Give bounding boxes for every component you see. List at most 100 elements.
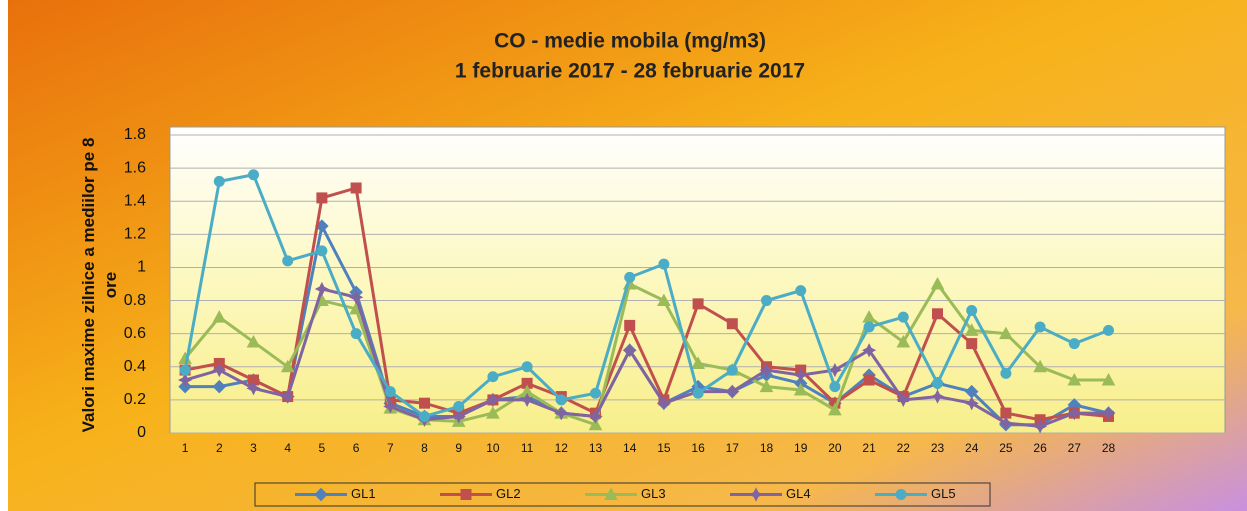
marker [622,343,637,358]
marker [212,310,227,323]
chart-subtitle: 1 februarie 2017 - 28 februarie 2017 [455,60,805,83]
x-tick-label: 27 [1068,441,1082,455]
marker [314,281,330,297]
marker [521,361,533,373]
marker [861,343,877,358]
x-tick-label: 7 [387,441,394,455]
x-tick-label: 22 [897,441,911,455]
legend-label: GL3 [641,486,666,501]
marker [604,487,618,500]
marker [419,410,430,422]
y-tick-label: 1.6 [124,159,146,176]
x-tick-label: 26 [1033,441,1047,455]
x-tick-label: 2 [216,441,223,455]
marker [1032,419,1048,434]
marker [460,489,472,500]
marker [212,362,227,378]
x-tick-label: 19 [794,441,808,455]
marker [350,182,362,194]
chart-title: CO - medie mobila (mg/m3) [494,30,766,53]
series-line [183,173,1110,419]
marker [795,285,807,297]
x-tick-label: 12 [555,441,569,455]
y-axis-label-line: Valori maxime zilnice a mediilor pe 8 [79,138,98,433]
marker [793,367,808,383]
marker [692,298,704,310]
legend-label: GL2 [496,486,521,501]
y-tick-label: 1.8 [124,126,146,143]
y-tick-label: 0.4 [124,358,146,375]
marker [725,384,740,399]
marker [1067,372,1082,386]
x-tick-label: 16 [691,441,705,455]
x-tick-label: 4 [284,441,291,455]
marker [487,371,499,383]
marker [895,489,907,500]
marker [748,487,764,502]
marker [485,392,501,408]
marker [314,487,328,502]
marker [213,175,225,187]
legend-box [254,482,991,507]
marker [759,379,774,393]
x-tick-label: 24 [965,441,979,455]
x-tick-label: 10 [486,441,500,455]
x-tick-label: 1 [182,441,189,455]
y-tick-label: 1.2 [124,226,146,243]
marker [519,392,535,408]
marker [863,321,875,333]
marker [246,381,261,396]
y-tick-label: 0.8 [124,292,146,309]
legend-label: GL1 [351,486,376,501]
marker [793,382,808,396]
marker [998,415,1014,431]
x-tick-label: 3 [250,441,257,455]
marker [246,334,261,348]
marker [1101,372,1116,386]
marker [1000,367,1012,379]
marker [932,377,943,389]
marker [282,255,294,267]
marker [897,311,909,323]
marker [624,319,636,331]
marker [212,379,227,394]
legend-label: GL4 [786,486,811,501]
y-tick-label: 0.2 [124,391,146,408]
legend-label: GL5 [931,486,956,501]
x-tick-label: 15 [657,441,671,455]
marker [896,392,911,408]
marker [177,372,193,388]
marker [964,323,979,336]
marker [280,389,295,404]
marker [829,381,841,393]
marker [1068,338,1080,350]
y-axis-label-line: ore [101,272,120,298]
marker [453,401,465,413]
marker [999,326,1013,340]
x-tick-label: 5 [319,441,326,455]
marker [966,338,978,350]
series-line [183,281,1109,427]
marker [1103,324,1114,336]
x-tick-label: 11 [521,441,534,455]
marker [316,245,328,257]
marker [658,258,670,270]
y-tick-label: 0.6 [124,325,146,342]
marker [419,397,430,409]
x-tick-label: 8 [421,441,428,455]
marker [451,409,466,424]
marker [316,192,328,204]
marker [555,394,567,406]
marker [896,334,911,348]
marker [657,293,671,307]
marker [1033,359,1047,373]
series-line [184,186,1109,422]
x-tick-label: 9 [455,441,462,455]
marker [932,308,943,320]
x-tick-label: 21 [862,441,876,455]
marker [761,295,772,307]
x-tick-label: 25 [999,441,1013,455]
marker [590,387,601,399]
marker [726,364,738,376]
